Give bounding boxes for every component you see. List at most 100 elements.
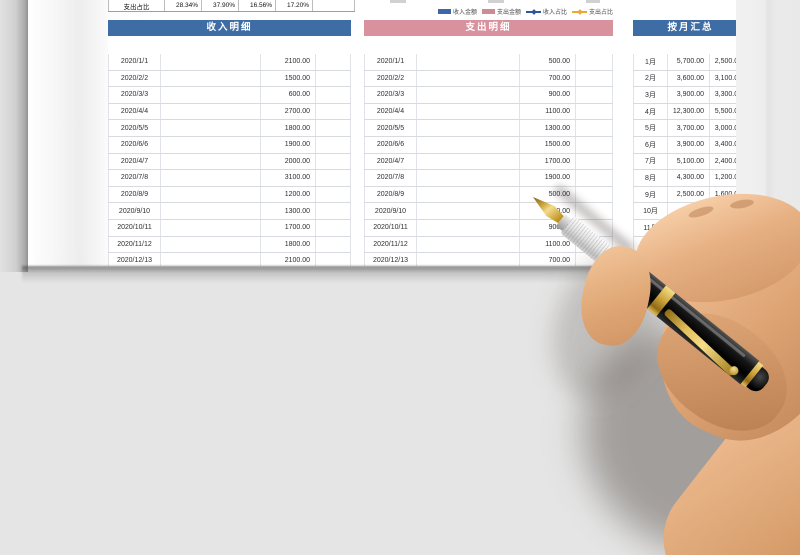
table-cell[interactable]: 3,900.00 — [668, 87, 710, 103]
table-cell[interactable] — [417, 87, 520, 103]
table-row[interactable]: 2月3,600.003,100.00 — [633, 70, 736, 88]
table-cell[interactable] — [316, 253, 351, 266]
table-cell[interactable]: 2020/2/2 — [364, 70, 417, 87]
table-cell[interactable] — [316, 219, 351, 236]
table-cell[interactable]: 1900.00 — [520, 170, 576, 186]
table-cell[interactable] — [316, 236, 351, 253]
table-cell[interactable] — [417, 136, 520, 153]
table-cell[interactable] — [576, 103, 613, 120]
table-row[interactable]: 2020/4/7 2000.00 — [108, 153, 351, 171]
table-cell[interactable]: 2020/7/8 — [108, 170, 161, 186]
table-cell[interactable]: 2100.00 — [261, 253, 316, 266]
table-cell[interactable] — [576, 203, 613, 219]
table-cell[interactable] — [316, 170, 351, 186]
table-cell[interactable] — [161, 54, 261, 70]
table-row[interactable]: 2020/4/7 1700.00 — [364, 153, 613, 171]
table-cell[interactable]: 16.56% — [239, 0, 276, 11]
table-cell[interactable]: 10月 — [633, 203, 668, 219]
table-cell[interactable]: 12,300.00 — [668, 103, 710, 120]
table-row[interactable]: 2020/3/3 600.00 — [108, 87, 351, 104]
table-cell[interactable] — [316, 136, 351, 153]
table-cell[interactable]: 5,700.00 — [668, 54, 710, 70]
table-cell[interactable]: 2020/8/9 — [108, 186, 161, 203]
table-cell[interactable]: 2020/11/12 — [108, 236, 161, 253]
table-cell[interactable]: 2020/1/1 — [108, 54, 161, 70]
table-cell[interactable]: 6月 — [633, 136, 668, 153]
table-cell[interactable] — [417, 170, 520, 186]
table-cell[interactable]: 2020/6/6 — [108, 136, 161, 153]
table-cell[interactable]: 1300.00 — [520, 120, 576, 136]
table-cell[interactable] — [161, 203, 261, 219]
table-row[interactable]: 支出占比 28.34% 37.90% 16.56% 17.20% — [108, 0, 355, 12]
table-cell[interactable]: 4月 — [633, 103, 668, 120]
table-row[interactable]: 2020/8/9 1200.00 — [108, 186, 351, 204]
table-cell[interactable]: 9月 — [633, 186, 668, 203]
table-cell[interactable] — [576, 236, 613, 253]
table-cell[interactable]: 1700.00 — [520, 153, 576, 170]
table-row[interactable]: 2020/11/12 1100.00 — [364, 236, 613, 254]
table-cell[interactable]: 2,500.00 — [710, 54, 736, 70]
table-cell[interactable]: 3,300.00 — [710, 87, 736, 103]
table-cell[interactable]: 600.00 — [261, 87, 316, 103]
table-cell[interactable]: 700.00 — [520, 203, 576, 219]
table-cell[interactable]: 支出金额 — [715, 42, 736, 50]
table-cell[interactable] — [161, 170, 261, 186]
table-cell[interactable]: 500.00 — [520, 186, 576, 203]
table-row[interactable]: 2020/2/2 1500.00 — [108, 70, 351, 88]
table-cell[interactable]: 3100.00 — [261, 170, 316, 186]
table-cell[interactable]: 7月 — [633, 153, 668, 170]
table-cell[interactable] — [316, 120, 351, 136]
table-cell[interactable]: 2020/3/3 — [108, 87, 161, 103]
table-cell[interactable]: 3,700.00 — [668, 120, 710, 136]
table-row[interactable]: 2020/5/5 1800.00 — [108, 120, 351, 137]
table-cell[interactable]: 2020/12/13 — [108, 253, 161, 266]
table-cell[interactable] — [576, 170, 613, 186]
table-row[interactable]: 2020/6/6 1500.00 — [364, 136, 613, 154]
table-cell[interactable]: 2020/3/3 — [364, 87, 417, 103]
table-cell[interactable] — [161, 253, 261, 266]
table-row[interactable]: 月份收入金额支出金额 — [633, 37, 736, 54]
table-cell[interactable]: 900.00 — [520, 87, 576, 103]
table-row[interactable]: 2020/8/9 500.00 — [364, 186, 613, 204]
table-cell[interactable]: 4,300.00 — [668, 170, 710, 186]
table-cell[interactable]: 2020/7/8 — [364, 170, 417, 186]
table-row[interactable]: 2020/2/2 700.00 — [364, 70, 613, 88]
table-cell[interactable]: 2020/1/1 — [364, 54, 417, 70]
table-cell[interactable]: 2020/12/13 — [364, 253, 417, 266]
table-cell[interactable] — [161, 87, 261, 103]
table-row[interactable]: 2020/12/13 2100.00 — [108, 253, 351, 266]
table-row[interactable]: 2020/12/13 700.00 — [364, 253, 613, 266]
table-cell[interactable]: 1100.00 — [520, 103, 576, 120]
table-cell[interactable] — [316, 103, 351, 120]
table-cell[interactable] — [161, 219, 261, 236]
table-cell[interactable]: 收入金额 — [668, 37, 710, 54]
table-cell[interactable]: 3月 — [633, 87, 668, 103]
table-cell[interactable]: 2,500.00 — [668, 186, 710, 203]
table-cell[interactable]: 2020/9/10 — [108, 203, 161, 219]
table-cell[interactable]: 1500.00 — [520, 136, 576, 153]
table-cell[interactable]: 2020/4/4 — [108, 103, 161, 120]
table-cell[interactable]: 备注 — [326, 42, 341, 50]
table-cell[interactable]: 2020/6/6 — [364, 136, 417, 153]
table-cell[interactable]: 37.90% — [202, 0, 239, 11]
table-cell[interactable] — [316, 203, 351, 219]
table-cell[interactable] — [576, 120, 613, 136]
table-cell[interactable]: 2月 — [633, 70, 668, 87]
table-cell[interactable] — [576, 219, 613, 236]
table-cell[interactable]: 1800.00 — [261, 120, 316, 136]
table-cell[interactable] — [417, 153, 520, 170]
table-cell[interactable]: 2020/4/7 — [364, 153, 417, 170]
table-row[interactable]: 2020/10/11 1700.00 — [108, 219, 351, 237]
table-cell[interactable]: 28.34% — [165, 0, 202, 11]
table-cell[interactable]: 2,400.00 — [710, 154, 736, 170]
table-cell[interactable] — [576, 54, 613, 70]
table-cell[interactable]: 支出占比 — [108, 0, 165, 11]
table-cell[interactable]: 金额 — [520, 37, 576, 54]
table-cell[interactable]: 2100.00 — [261, 54, 316, 70]
table-cell[interactable]: 3,100.00 — [710, 71, 736, 87]
table-cell[interactable]: 2000.00 — [261, 153, 316, 170]
table-cell[interactable] — [161, 103, 261, 120]
table-cell[interactable]: 2700.00 — [261, 103, 316, 120]
table-cell[interactable]: 3,000.00 — [710, 120, 736, 136]
